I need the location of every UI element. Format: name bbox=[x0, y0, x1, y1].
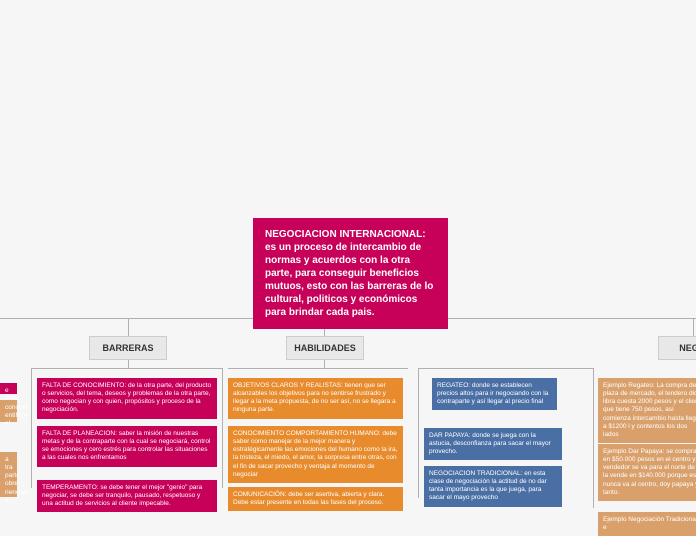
connector-line bbox=[693, 318, 694, 336]
branch-label: BARRERAS bbox=[89, 336, 167, 360]
connector-line bbox=[593, 368, 594, 508]
connector-line bbox=[31, 368, 222, 369]
concept-node: NEGOCIACION TRADICIONAL: en esta clase d… bbox=[424, 466, 562, 507]
concept-node: OBJETIVOS CLAROS Y REALISTAS: tienen que… bbox=[228, 378, 403, 419]
concept-node: Ejemplo Dar Papaya: se compra u en $50.0… bbox=[598, 444, 696, 501]
connector-line bbox=[222, 368, 223, 488]
concept-node: FALTA DE PLANEACION: saber la misión de … bbox=[37, 426, 217, 467]
concept-node: DAR PAPAYA: donde se juega con la astuci… bbox=[424, 428, 562, 460]
connector-line bbox=[228, 368, 408, 369]
concept-node: REGATEO: donde se establecen precios alt… bbox=[432, 378, 557, 410]
concept-node: CONOCIMIENTO COMPORTAMIENTO HUMANO: debe… bbox=[228, 426, 403, 483]
concept-node: Ejemplo Regateo: La compra de plaza de m… bbox=[598, 378, 696, 443]
connector-line bbox=[418, 368, 419, 498]
connector-line bbox=[418, 368, 593, 369]
concept-node: FALTA DE CONOCIMIENTO: de la otra parte,… bbox=[37, 378, 217, 419]
branch-label: HABILIDADES bbox=[286, 336, 364, 360]
concept-node: e debe bbox=[0, 383, 17, 394]
connector-line bbox=[31, 368, 32, 488]
branch-label: NEGOCI bbox=[658, 336, 696, 360]
root-node: NEGOCIACION INTERNACIONAL: es un proceso… bbox=[253, 218, 448, 329]
concept-node: conocer entificar el bbox=[0, 400, 17, 422]
concept-node: Ejemplo Negociación Tradicional: e bbox=[598, 512, 696, 536]
connector-line bbox=[128, 318, 129, 336]
concept-node: TEMPERAMENTO: se debe tener el mejor "ge… bbox=[37, 480, 217, 512]
concept-node: COMUNICACIÓN: debe ser asertiva, abierta… bbox=[228, 487, 403, 511]
concept-node: a tra parte obre riencias a, bbox=[0, 452, 17, 497]
